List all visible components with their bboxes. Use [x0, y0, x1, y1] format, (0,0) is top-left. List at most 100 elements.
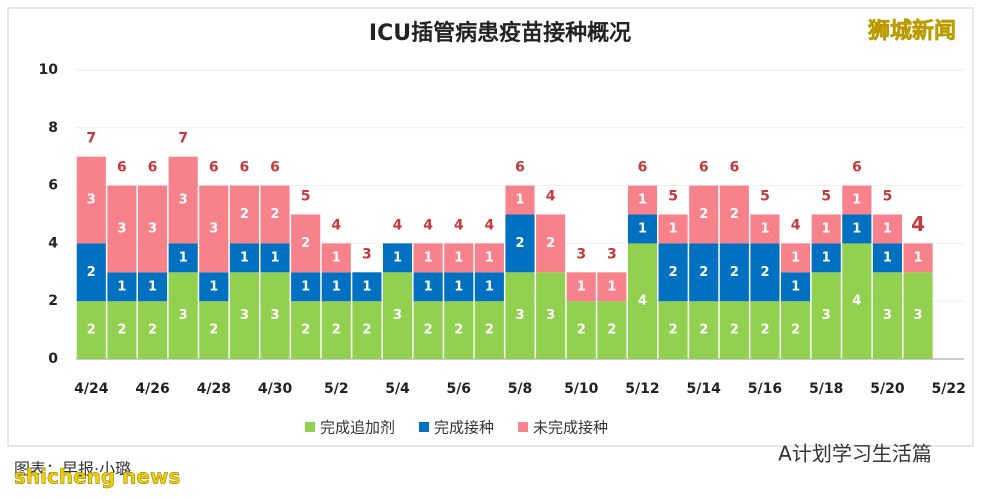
segment-label: 2: [87, 265, 96, 280]
segment-label: 1: [822, 250, 831, 265]
bar-segment: [474, 243, 504, 273]
segment-label: 3: [179, 193, 188, 208]
bar-segment: [199, 185, 229, 273]
bar-segment: [137, 185, 168, 273]
segment-label: 2: [454, 323, 463, 338]
segment-label: 1: [485, 279, 494, 294]
segment-label: 1: [822, 221, 831, 236]
legend-swatch: [305, 422, 315, 432]
bar-segment: [842, 243, 872, 359]
bar-segment: [321, 301, 351, 359]
total-label: 5: [821, 189, 831, 205]
segment-label: 2: [301, 323, 310, 338]
segment-label: 2: [699, 265, 708, 280]
bar-segment: [444, 301, 474, 359]
legend-label: 未完成接种: [533, 419, 608, 437]
segment-label: 1: [148, 279, 157, 294]
x-tick-label: 5/8: [508, 381, 533, 397]
segment-label: 2: [515, 236, 524, 251]
bar-segment: [689, 185, 719, 244]
bar-segment: [107, 185, 137, 273]
total-label: 3: [576, 246, 586, 262]
x-tick-label: 5/10: [564, 381, 599, 397]
segment-label: 3: [240, 308, 249, 323]
total-label: 4: [393, 217, 403, 233]
total-label: 6: [515, 160, 525, 176]
bar-segment: [291, 272, 321, 302]
bar-segment: [321, 243, 351, 273]
watermark: 狮城新闻: [868, 18, 956, 44]
total-label: 3: [362, 246, 372, 262]
segment-label: 1: [424, 279, 433, 294]
segment-label: 1: [638, 193, 647, 208]
bar-segment: [107, 272, 137, 302]
total-label: 6: [852, 160, 862, 176]
total-label: 5: [883, 189, 893, 205]
chart-title: ICU插管病患疫苗接种概况: [369, 20, 631, 46]
segment-label: 1: [424, 250, 433, 265]
segment-label: 1: [209, 279, 218, 294]
bar-segment: [597, 301, 627, 359]
segment-label: 1: [515, 193, 524, 208]
bar-segment: [505, 185, 535, 215]
segment-label: 3: [209, 221, 218, 236]
segment-label: 3: [148, 221, 157, 236]
total-label: 7: [178, 131, 188, 147]
total-label: 4: [791, 217, 801, 233]
segment-label: 2: [271, 207, 280, 222]
bar-segment: [199, 272, 229, 302]
legend-swatch: [419, 422, 430, 432]
bar-segment: [260, 185, 290, 244]
segment-label: 2: [791, 323, 800, 338]
segment-label: 1: [914, 250, 923, 265]
y-tick-label: 4: [48, 235, 58, 251]
segment-label: 2: [760, 265, 769, 280]
total-label: 4: [331, 217, 341, 233]
bar-segment: [291, 301, 321, 359]
x-tick-label: 5/20: [870, 381, 905, 397]
bar-segment: [658, 243, 688, 302]
segment-label: 1: [669, 221, 678, 236]
bar-segment: [229, 243, 259, 273]
bar-segment: [750, 301, 780, 359]
bar-segment: [627, 243, 658, 359]
segment-label: 3: [117, 221, 126, 236]
segment-label: 3: [87, 193, 96, 208]
total-label: 6: [209, 160, 219, 176]
segment-label: 2: [240, 207, 249, 222]
segment-label: 2: [148, 323, 157, 338]
total-label: 6: [270, 160, 280, 176]
x-tick-label: 5/6: [446, 381, 471, 397]
bar-segment: [658, 301, 688, 359]
segment-label: 1: [852, 193, 861, 208]
total-label: 6: [729, 160, 739, 176]
y-tick-label: 6: [48, 178, 58, 194]
bar-segment: [811, 272, 841, 359]
y-tick-label: 0: [48, 351, 58, 367]
y-tick-label: 8: [48, 120, 58, 136]
segment-label: 2: [424, 323, 433, 338]
segment-label: 2: [730, 323, 739, 338]
segment-label: 3: [179, 308, 188, 323]
bar-segment: [658, 214, 688, 244]
segment-label: 1: [791, 250, 800, 265]
bar-segment: [842, 214, 872, 244]
x-tick-label: 5/22: [932, 381, 966, 397]
bar-segment: [382, 243, 413, 273]
bar-segment: [76, 243, 106, 302]
bar-segment: [76, 301, 106, 359]
total-label: 6: [240, 160, 250, 176]
bar-segment: [444, 243, 474, 273]
segment-label: 1: [301, 279, 310, 294]
total-label: 7: [86, 131, 96, 147]
segment-label: 1: [332, 279, 341, 294]
segment-label: 1: [179, 250, 188, 265]
total-label: 6: [638, 160, 648, 176]
total-label: 4: [485, 217, 495, 233]
segment-label: 2: [669, 265, 678, 280]
segment-label: 4: [638, 294, 647, 309]
segment-label: 2: [760, 323, 769, 338]
x-tick-label: 5/16: [748, 381, 782, 397]
bar-segment: [352, 272, 382, 302]
bar-segment: [474, 301, 504, 359]
